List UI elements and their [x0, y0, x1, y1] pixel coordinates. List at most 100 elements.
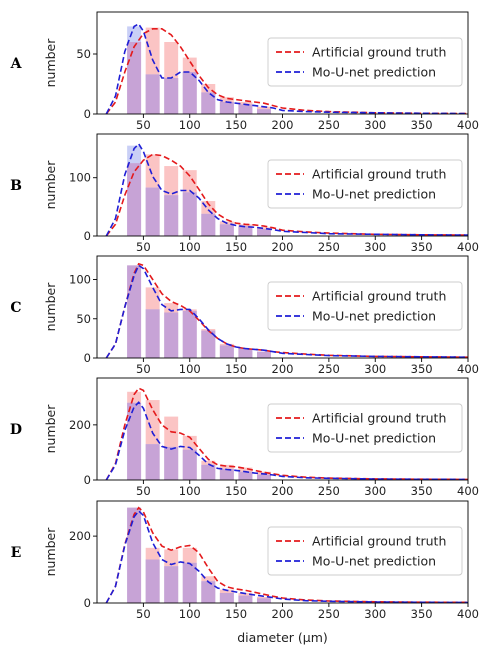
overlap-bar: [201, 330, 216, 358]
x-tick-label: 200: [272, 240, 294, 254]
x-tick-label: 300: [364, 240, 386, 254]
x-tick-label: 350: [411, 484, 433, 498]
panel-letter: E: [11, 545, 22, 561]
x-tick-label: 300: [364, 362, 386, 376]
overlap-bar: [238, 226, 253, 236]
legend-label: Artificial ground truth: [312, 167, 446, 182]
overlap-bar: [256, 229, 271, 236]
panel-letter: C: [10, 300, 21, 316]
prediction-curve: [105, 264, 468, 358]
x-tick-label: 350: [411, 362, 433, 376]
x-tick-label: 300: [364, 484, 386, 498]
y-tick-label: 50: [76, 47, 91, 61]
x-tick-label: 150: [225, 118, 247, 132]
legend: Artificial ground truth Mo-U-net predicti…: [267, 403, 463, 453]
legend-label: Mo-U-net prediction: [312, 309, 436, 324]
x-tick-label: 100: [179, 362, 201, 376]
panel-c: 50 100 150 200 250 300 350 400 0 50 100 number C Arti…: [10, 255, 479, 376]
x-tick-label: 200: [272, 118, 294, 132]
prediction-curve: [105, 401, 468, 480]
legend-box: [267, 37, 463, 87]
x-tick-label: 50: [136, 362, 151, 376]
overlap-bar: [219, 224, 234, 236]
overlap-bar: [201, 92, 216, 114]
overlap-bar: [182, 72, 197, 114]
overlap-bar: [238, 104, 253, 114]
x-tick-label: 150: [225, 607, 247, 621]
y-axis-label: number: [43, 38, 58, 88]
x-tick-label: 250: [318, 607, 340, 621]
legend-label: Artificial ground truth: [312, 45, 446, 60]
panel-b: 50 100 150 200 250 300 350 400 0 100 number B Artifi…: [10, 133, 479, 254]
plot-area: [105, 262, 468, 358]
legend-label: Artificial ground truth: [312, 411, 446, 426]
x-tick-label: 250: [318, 484, 340, 498]
prediction-curve: [105, 509, 468, 603]
overlap-bar: [145, 74, 160, 114]
x-tick-label: 300: [364, 118, 386, 132]
y-axis-label: number: [43, 404, 58, 454]
plot-area: [105, 387, 468, 480]
legend-label: Mo-U-net prediction: [312, 554, 436, 569]
x-tick-label: 50: [136, 240, 151, 254]
overlap-bar: [145, 444, 160, 480]
overlap-bar: [145, 187, 160, 236]
x-tick-label: 100: [179, 484, 201, 498]
y-tick-label: 0: [84, 473, 91, 487]
overlap-bar: [127, 402, 142, 480]
prediction-curve: [105, 22, 468, 114]
x-axis-label: diameter (µm): [237, 630, 328, 645]
overlap-bar: [182, 562, 197, 603]
y-tick-label: 0: [84, 229, 91, 243]
legend-box: [267, 403, 463, 453]
panel-letter: B: [10, 178, 22, 194]
y-tick-label: 100: [69, 171, 91, 185]
x-tick-label: 150: [225, 240, 247, 254]
legend-label: Mo-U-net prediction: [312, 65, 436, 80]
legend: Artificial ground truth Mo-U-net predicti…: [267, 526, 463, 576]
x-tick-label: 50: [136, 484, 151, 498]
panel-letter: D: [10, 422, 22, 438]
overlap-bar: [145, 559, 160, 603]
overlap-bar: [164, 312, 179, 358]
x-tick-label: 200: [272, 607, 294, 621]
y-tick-label: 0: [84, 107, 91, 121]
x-tick-label: 250: [318, 118, 340, 132]
plot-area: [105, 22, 468, 114]
x-tick-label: 150: [225, 362, 247, 376]
x-tick-label: 250: [318, 240, 340, 254]
overlap-bar: [219, 468, 234, 480]
overlap-bar: [238, 348, 253, 358]
y-axis-label: number: [43, 527, 58, 577]
x-tick-label: 400: [457, 362, 479, 376]
x-tick-label: 400: [457, 607, 479, 621]
y-axis-label: number: [43, 282, 58, 332]
overlap-bar: [201, 464, 216, 480]
legend: Artificial ground truth Mo-U-net predicti…: [267, 37, 463, 87]
y-tick-label: 200: [69, 418, 91, 432]
overlap-bar: [182, 310, 197, 358]
overlap-bar: [219, 592, 234, 603]
x-tick-label: 250: [318, 362, 340, 376]
y-tick-label: 0: [84, 351, 91, 365]
overlap-bar: [256, 598, 271, 603]
overlap-bar: [164, 566, 179, 603]
x-tick-label: 200: [272, 362, 294, 376]
panel-letter: A: [10, 56, 23, 72]
overlap-bar: [256, 351, 271, 358]
overlap-bar: [219, 345, 234, 358]
y-tick-label: 0: [84, 596, 91, 610]
x-tick-label: 300: [364, 607, 386, 621]
legend-label: Artificial ground truth: [312, 534, 446, 549]
overlap-bar: [164, 195, 179, 236]
prediction-curve: [105, 142, 468, 236]
overlap-bar: [238, 471, 253, 480]
overlap-bar: [127, 42, 142, 114]
legend-box: [267, 526, 463, 576]
x-tick-label: 50: [136, 607, 151, 621]
overlap-bar: [238, 595, 253, 603]
overlap-bar: [256, 109, 271, 114]
y-axis-label: number: [43, 160, 58, 210]
plot-area: [105, 506, 468, 603]
